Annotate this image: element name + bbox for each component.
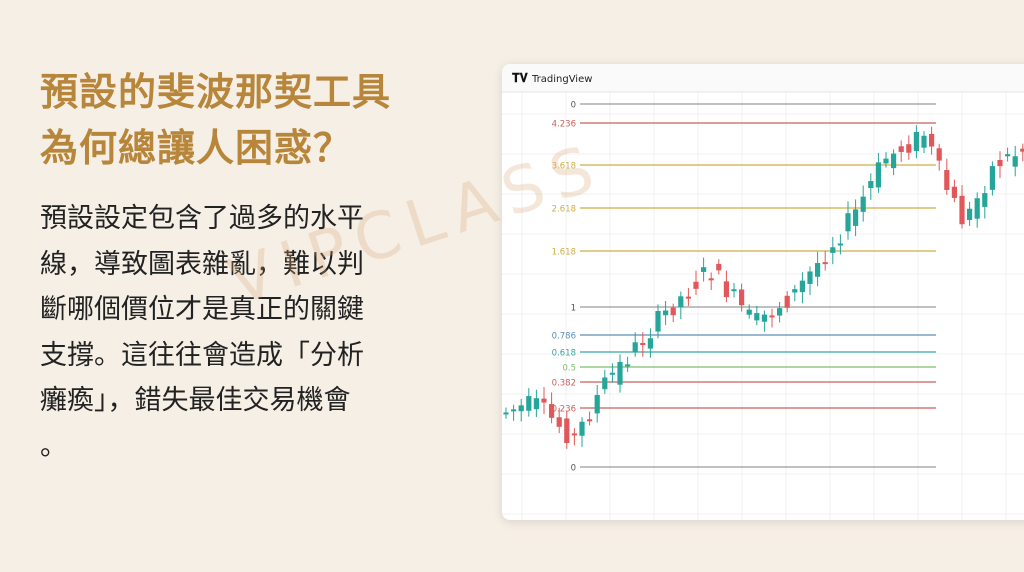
grid — [502, 92, 1024, 520]
candle-body — [716, 263, 722, 271]
chart-screenshot: 𝐓𝐕 TradingView 0 4.236 3.618 2.618 1.618 1 0.7… — [502, 64, 1024, 520]
candle-body — [579, 421, 585, 436]
candle-body — [868, 181, 874, 189]
candle-body — [564, 418, 570, 444]
candle-body — [693, 281, 699, 289]
candle-body — [898, 146, 904, 152]
body-line: 預設設定包含了過多的水平 — [40, 203, 364, 234]
candle-body — [670, 307, 676, 316]
candle-body — [556, 417, 562, 427]
candle-body — [571, 433, 577, 436]
fib-label: 0.618 — [552, 349, 576, 359]
candle-body — [997, 159, 1003, 167]
candle-body — [845, 213, 851, 232]
candle-body — [853, 209, 859, 226]
candle-body — [799, 280, 805, 293]
body-line: 線，導致圖表雜亂，難以判 — [40, 248, 364, 280]
candle-body — [951, 186, 957, 198]
candle-body — [617, 361, 623, 385]
fib-label: 4.236 — [552, 120, 576, 130]
fib-label: 0.786 — [552, 332, 576, 342]
candle-body — [875, 162, 881, 188]
candle-body — [883, 158, 889, 164]
candles — [503, 125, 1024, 449]
candle-body — [1005, 154, 1011, 157]
candle-body — [602, 377, 608, 390]
candle-body — [784, 295, 790, 308]
candle-body — [921, 135, 927, 148]
body-line: 支撐。這往往會造成「分析 — [40, 339, 364, 371]
candle-body — [549, 404, 555, 418]
candle-body — [739, 289, 745, 306]
candle-body — [663, 310, 669, 316]
candle-body — [503, 412, 509, 415]
candle-body — [982, 193, 988, 207]
candle-body — [647, 338, 653, 349]
fib-label: 0 — [571, 101, 576, 111]
candle-body — [533, 398, 539, 410]
candle-body — [967, 208, 973, 221]
candle-body — [678, 296, 684, 308]
fib-label: 0 — [571, 464, 576, 474]
candle-body — [906, 144, 912, 153]
candle-body — [685, 296, 691, 299]
body-line: 。 — [40, 430, 67, 462]
candle-body — [830, 247, 836, 253]
body-line: 斷哪個價位才是真正的關鍵 — [40, 294, 364, 325]
fib-label: 0.382 — [552, 379, 576, 389]
app-name: TradingView — [531, 74, 592, 85]
title-line: 為何總讓人困惑？ — [40, 126, 353, 170]
fib-label: 1 — [571, 304, 576, 314]
candle-body — [708, 278, 714, 281]
candle-body — [891, 153, 897, 169]
candle-body — [792, 289, 798, 293]
fib-label: 2.618 — [552, 205, 576, 215]
candle-body — [929, 133, 935, 147]
candle-body — [746, 309, 752, 315]
fib-label: 0.5 — [562, 364, 576, 374]
candle-body — [587, 419, 593, 422]
candle-body — [1020, 148, 1024, 152]
app-header — [502, 64, 1024, 92]
body-line: 癱瘓」，錯失最佳交易機會 — [40, 385, 351, 416]
candle-body — [936, 148, 942, 161]
title: 預設的斐波那契工具 為何總讓人困惑？ — [40, 64, 391, 176]
candle-body — [541, 398, 547, 403]
candle-body — [526, 396, 532, 411]
candle-body — [974, 198, 980, 219]
fib-label: 3.618 — [552, 162, 576, 172]
fib-label: 1.618 — [552, 248, 576, 258]
candle-body — [731, 289, 737, 292]
candle-body — [594, 395, 600, 414]
candle-body — [944, 170, 950, 190]
candle-body — [625, 364, 631, 367]
candle-body — [822, 262, 828, 265]
candle-body — [837, 243, 843, 246]
candle-body — [701, 267, 707, 272]
candle-body — [989, 166, 995, 190]
fib-label: 0.236 — [552, 405, 576, 415]
candle-body — [632, 342, 638, 352]
candle-body — [913, 131, 919, 152]
candle-body — [640, 343, 646, 346]
candle-body — [815, 263, 821, 277]
candle-body — [609, 372, 615, 375]
candle-body — [723, 281, 729, 298]
candle-body — [769, 315, 775, 318]
body-text: 預設設定包含了過多的水平 線，導致圖表雜亂，難以判 斷哪個價位才是真正的關鍵 支… — [40, 196, 364, 469]
candle-body — [518, 405, 524, 412]
candle-body — [807, 271, 813, 284]
app-logo: 𝐓𝐕 — [512, 71, 529, 85]
candle-body — [959, 195, 965, 225]
candle-body — [777, 308, 783, 316]
candle-body — [655, 310, 661, 332]
candle-body — [761, 314, 767, 322]
candle-body — [754, 313, 760, 321]
candle-body — [511, 409, 517, 412]
candle-body — [860, 196, 866, 212]
candle-body — [1012, 156, 1018, 167]
title-line: 預設的斐波那契工具 — [40, 70, 392, 114]
chart: 𝐓𝐕 TradingView 0 4.236 3.618 2.618 1.618 1 0.7… — [502, 64, 1024, 520]
